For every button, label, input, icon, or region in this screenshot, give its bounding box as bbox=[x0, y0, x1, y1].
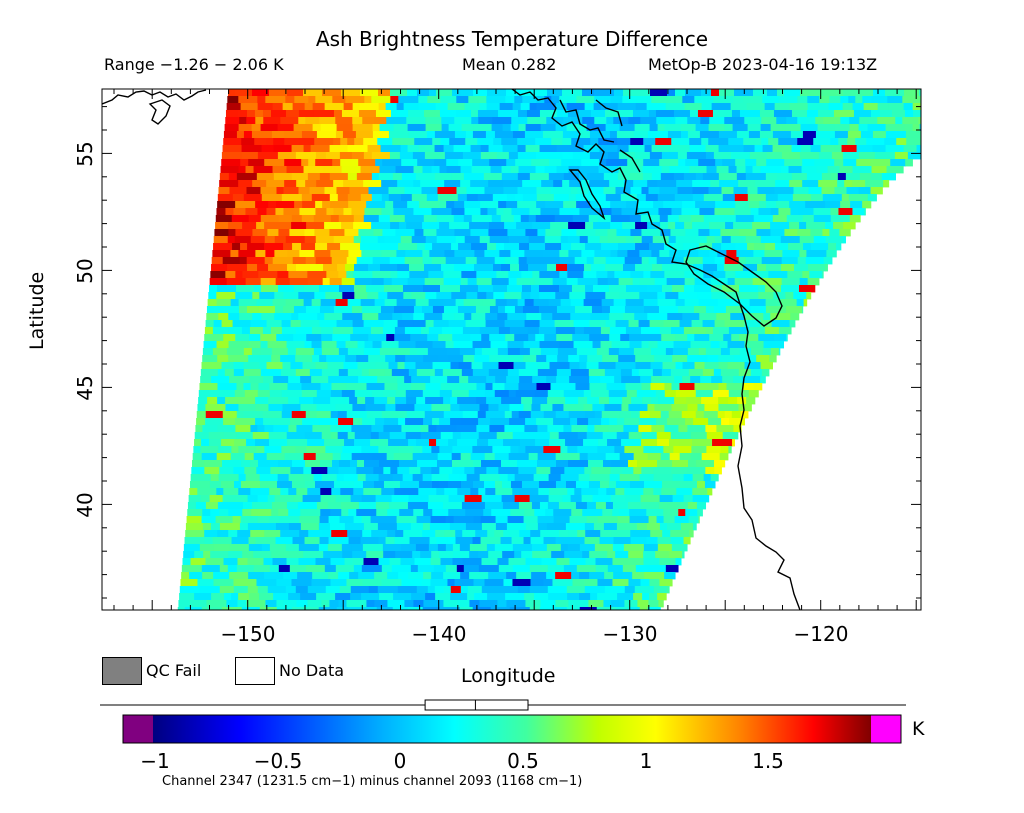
colorbar bbox=[122, 714, 902, 744]
bc-alaska-panhandle-coastline bbox=[511, 89, 801, 610]
no-data-swatch bbox=[235, 657, 275, 685]
alaska-peninsula-coastline bbox=[102, 89, 207, 125]
distribution-boxplot bbox=[100, 699, 906, 711]
y-axis-label: Latitude bbox=[26, 271, 48, 350]
chart-title: Ash Brightness Temperature Difference bbox=[315, 27, 709, 51]
lat-tick-label: 45 bbox=[73, 375, 97, 400]
haida-gwaii-coastline bbox=[568, 169, 606, 221]
lat-tick-label: 55 bbox=[73, 141, 97, 166]
colorbar-tick-label: 0.5 bbox=[507, 749, 539, 773]
range-readout: Range −1.26 − 2.06 K bbox=[104, 55, 284, 74]
vancouver-island-coastline bbox=[685, 245, 783, 327]
lon-tick-label: −140 bbox=[412, 622, 467, 646]
satellite-timestamp: MetOp-B 2023-04-16 19:13Z bbox=[648, 55, 878, 74]
colorbar-tick-label: −1 bbox=[140, 749, 169, 773]
lon-tick-label: −130 bbox=[603, 622, 658, 646]
colorbar-tick-label: 1.5 bbox=[752, 749, 784, 773]
swath-data-field bbox=[177, 89, 921, 610]
inner-islands-coastline bbox=[559, 99, 641, 173]
mean-readout: Mean 0.282 bbox=[462, 55, 557, 74]
coastline-overlay bbox=[102, 89, 801, 610]
lat-tick-label: 50 bbox=[73, 258, 97, 283]
x-axis-label: Longitude bbox=[461, 665, 556, 687]
no-data-label: No Data bbox=[279, 661, 345, 680]
colorbar-unit: K bbox=[912, 718, 925, 740]
colorbar-gradient bbox=[153, 715, 871, 743]
lat-tick-label: 40 bbox=[73, 492, 97, 517]
axis-ticks bbox=[102, 89, 921, 610]
channel-footnote: Channel 2347 (1231.5 cm−1) minus channel… bbox=[162, 774, 583, 789]
plot-frame bbox=[101, 88, 922, 611]
colorbar-over-swatch bbox=[871, 715, 901, 743]
lon-tick-label: −150 bbox=[221, 622, 276, 646]
qc-fail-swatch bbox=[102, 657, 142, 685]
colorbar-tick-label: −0.5 bbox=[254, 749, 303, 773]
qc-fail-label: QC Fail bbox=[146, 661, 202, 680]
colorbar-under-swatch bbox=[123, 715, 153, 743]
colorbar-tick-label: 0 bbox=[394, 749, 407, 773]
lon-tick-label: −120 bbox=[794, 622, 849, 646]
colorbar-tick-label: 1 bbox=[640, 749, 653, 773]
